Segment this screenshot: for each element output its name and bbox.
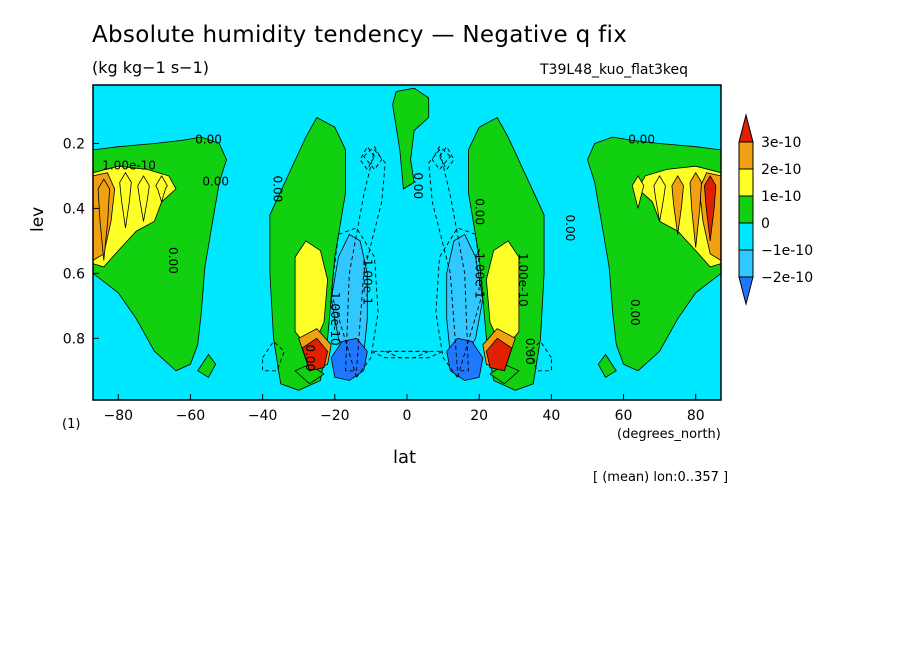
colorbar-swatch-3 [738, 195, 754, 224]
x-tick-label-0: −80 [103, 408, 133, 424]
contour-label-11: 1.00e-10 [516, 253, 530, 307]
y-tick-label-2: 0.6 [63, 266, 85, 282]
x-tick-label-7: 60 [615, 408, 633, 424]
y-tick-label-0: 0.2 [63, 136, 85, 152]
dashed-contour-n5 [359, 145, 376, 171]
subtropical-red-south [301, 337, 329, 372]
x-axis-units: (degrees_north) [617, 427, 721, 442]
dashed-contour-n3 [529, 340, 552, 372]
chart-units: (kg kg−1 s−1) [92, 58, 210, 77]
x-tick-label-1: −60 [176, 408, 206, 424]
dashed-contour-n4 [431, 145, 451, 171]
polar-green-blob-south [197, 353, 217, 378]
colorbar-label-5: −2e-10 [761, 270, 813, 286]
subtropical-red-north [485, 337, 513, 372]
contour-label-3: 0.00 [271, 176, 285, 203]
colorbar-swatch-5 [738, 249, 754, 278]
polar-spike-7 [653, 175, 666, 222]
contour-label-4: 0.00 [166, 247, 180, 274]
colorbar-swatch-6 [738, 276, 754, 306]
dashed-contour-n1 [435, 227, 484, 379]
plot-area: 0.00 1.00e-10 0.00 0.00 0.00 1.00e-10 -1.00e-1… [93, 85, 721, 400]
contour-label-13: 0.00 [563, 215, 577, 242]
polar-spike-6 [671, 175, 684, 235]
contour-label-0: 0.00 [195, 133, 222, 147]
contour-label-14: 0.00 [628, 133, 655, 147]
contour-label-2: 0.00 [202, 175, 229, 189]
subtropical-yellow-south [294, 240, 329, 346]
dashed-contour-s4 [363, 145, 383, 171]
footer-note: [ (mean) lon:0..357 ] [593, 470, 729, 485]
contour-label-15: 0.00 [628, 299, 642, 326]
dashed-contour-n2 [370, 350, 429, 359]
x-axis: −80 −60 −40 −20 0 20 40 60 80 [103, 394, 705, 424]
x-tick-label-6: 40 [542, 408, 560, 424]
polar-spike-2 [137, 175, 150, 222]
y-axis-label: lev [28, 206, 48, 232]
contour-label-1: 1.00e-10 [102, 158, 156, 172]
colorbar-label-1: 2e-10 [761, 162, 801, 178]
corner-label: (1) [62, 417, 81, 432]
subtropical-yellow-north [485, 240, 520, 346]
y-axis: 0.2 0.4 0.6 0.8 [63, 136, 99, 347]
polar-spike-3 [155, 175, 168, 204]
contour-label-7: 0.00 [303, 344, 317, 371]
contour-label-9: 0.00 [473, 198, 487, 225]
polar-spike-4 [703, 175, 717, 241]
x-axis-label: lat [393, 447, 417, 468]
contour-label-6: -1.00e-1 [361, 255, 375, 305]
dashed-contour-s1 [330, 227, 379, 379]
run-name: T39L48_kuo_flat3keq [540, 62, 688, 78]
colorbar-label-3: 0 [761, 216, 770, 232]
x-tick-label-8: 80 [687, 408, 705, 424]
x-tick-label-3: −20 [320, 408, 350, 424]
polar-spike-8 [631, 175, 645, 209]
polar-green-blob-north [597, 353, 617, 378]
x-tick-label-2: −40 [248, 408, 278, 424]
colorbar-label-4: −1e-10 [761, 243, 813, 259]
polar-spike-1 [119, 171, 132, 228]
contour-label-5: 1.00e-10 [328, 292, 342, 346]
y-tick-label-1: 0.4 [63, 201, 85, 217]
colorbar-swatch-2 [738, 168, 754, 197]
contour-label-12: 0.00 [523, 338, 537, 365]
x-tick-label-4: 0 [403, 408, 412, 424]
chart-title: Absolute humidity tendency — Negative q … [92, 22, 628, 48]
contour-label-8: 0.00 [411, 172, 425, 199]
colorbar-label-2: 1e-10 [761, 189, 801, 205]
colorbar-swatch-1 [738, 141, 754, 170]
x-tick-label-5: 20 [470, 408, 488, 424]
colorbar-label-0: 3e-10 [761, 135, 801, 151]
dashed-contour-s5 [438, 145, 455, 171]
contour-label-10: -1.00e-1 [473, 248, 487, 298]
equatorial-green [392, 87, 430, 190]
polar-spike-5 [689, 171, 702, 248]
dashed-contour-s3 [262, 340, 285, 372]
y-tick-label-3: 0.8 [63, 331, 85, 347]
colorbar: 3e-10 2e-10 1e-10 0 −1e-10 −2e-10 [738, 113, 813, 306]
colorbar-swatch-0 [738, 113, 754, 143]
polar-spike-0 [97, 178, 111, 261]
colorbar-swatch-4 [738, 222, 754, 251]
